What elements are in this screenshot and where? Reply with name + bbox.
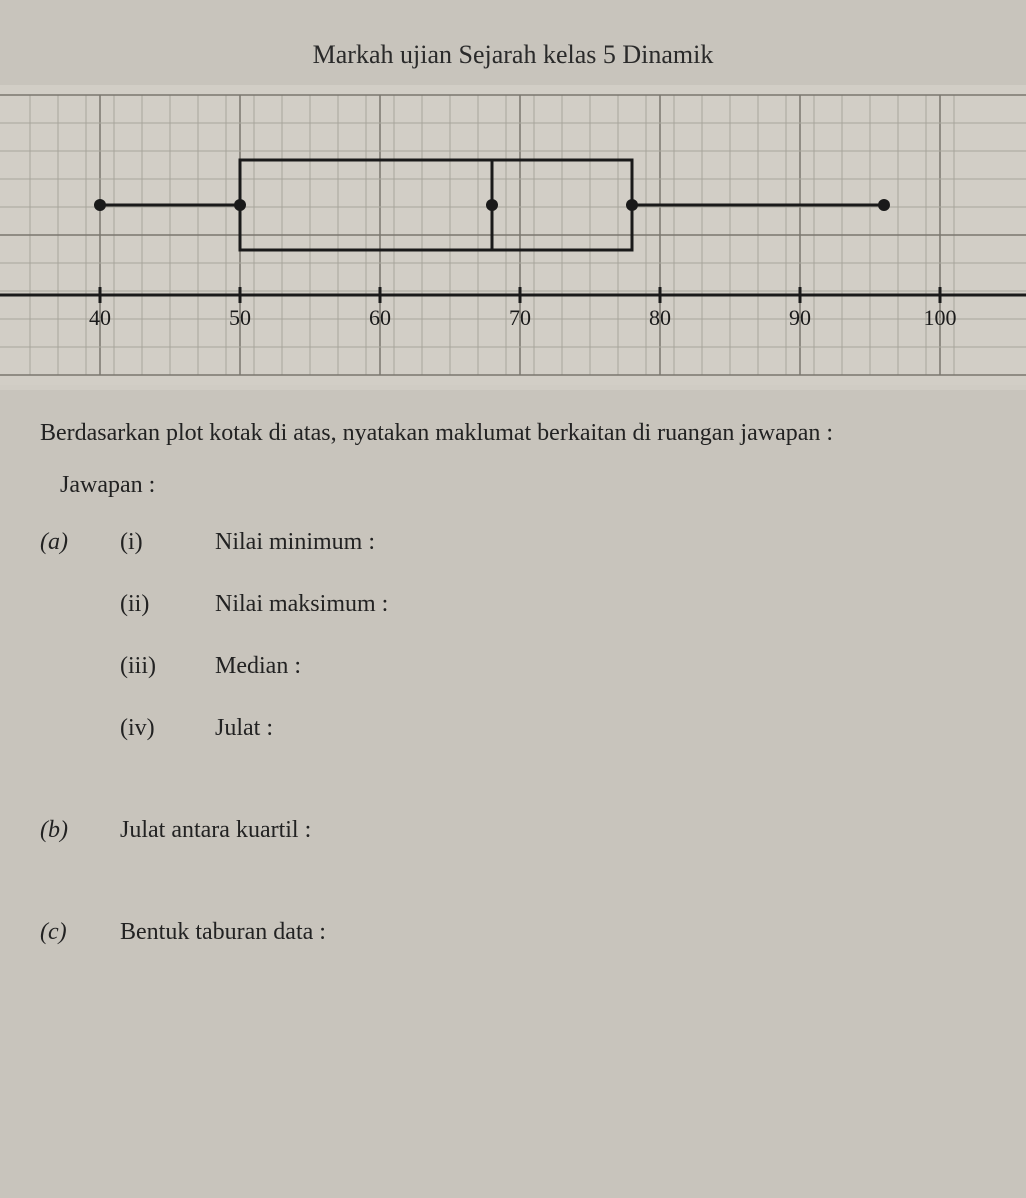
svg-text:50: 50 [229,305,251,330]
question-sub-i: (i) [120,529,215,556]
question-a-iii: (iii) Median : [30,653,996,680]
question-text-shape: Bentuk taburan data : [120,919,996,946]
question-label-a: (a) [30,529,120,556]
svg-text:80: 80 [649,305,671,330]
svg-text:70: 70 [509,305,531,330]
question-sub-iii: (iii) [120,653,215,680]
question-c: (c) Bentuk taburan data : [30,919,996,946]
question-text-min: Nilai minimum : [215,529,996,556]
question-b: (b) Julat antara kuartil : [30,817,996,844]
page-title: Markah ujian Sejarah kelas 5 Dinamik [30,40,996,70]
question-text-max: Nilai maksimum : [215,591,996,618]
svg-text:100: 100 [924,305,957,330]
question-text-median: Median : [215,653,996,680]
question-a-iv: (iv) Julat : [30,715,996,742]
svg-text:90: 90 [789,305,811,330]
boxplot-chart: 40 50 60 70 80 90 100 [0,85,1026,385]
svg-text:40: 40 [89,305,111,330]
instruction-text: Berdasarkan plot kotak di atas, nyatakan… [40,420,996,447]
question-text-julat: Julat : [215,715,996,742]
question-label-c: (c) [30,919,120,946]
question-a-ii: (ii) Nilai maksimum : [30,591,996,618]
answer-label: Jawapan : [60,472,996,499]
question-text-iqr: Julat antara kuartil : [120,817,996,844]
question-a-i: (a) (i) Nilai minimum : [30,529,996,556]
question-sub-ii: (ii) [120,591,215,618]
question-label-b: (b) [30,817,120,844]
question-sub-iv: (iv) [120,715,215,742]
boxplot-container: 40 50 60 70 80 90 100 [0,85,1026,390]
svg-text:60: 60 [369,305,391,330]
